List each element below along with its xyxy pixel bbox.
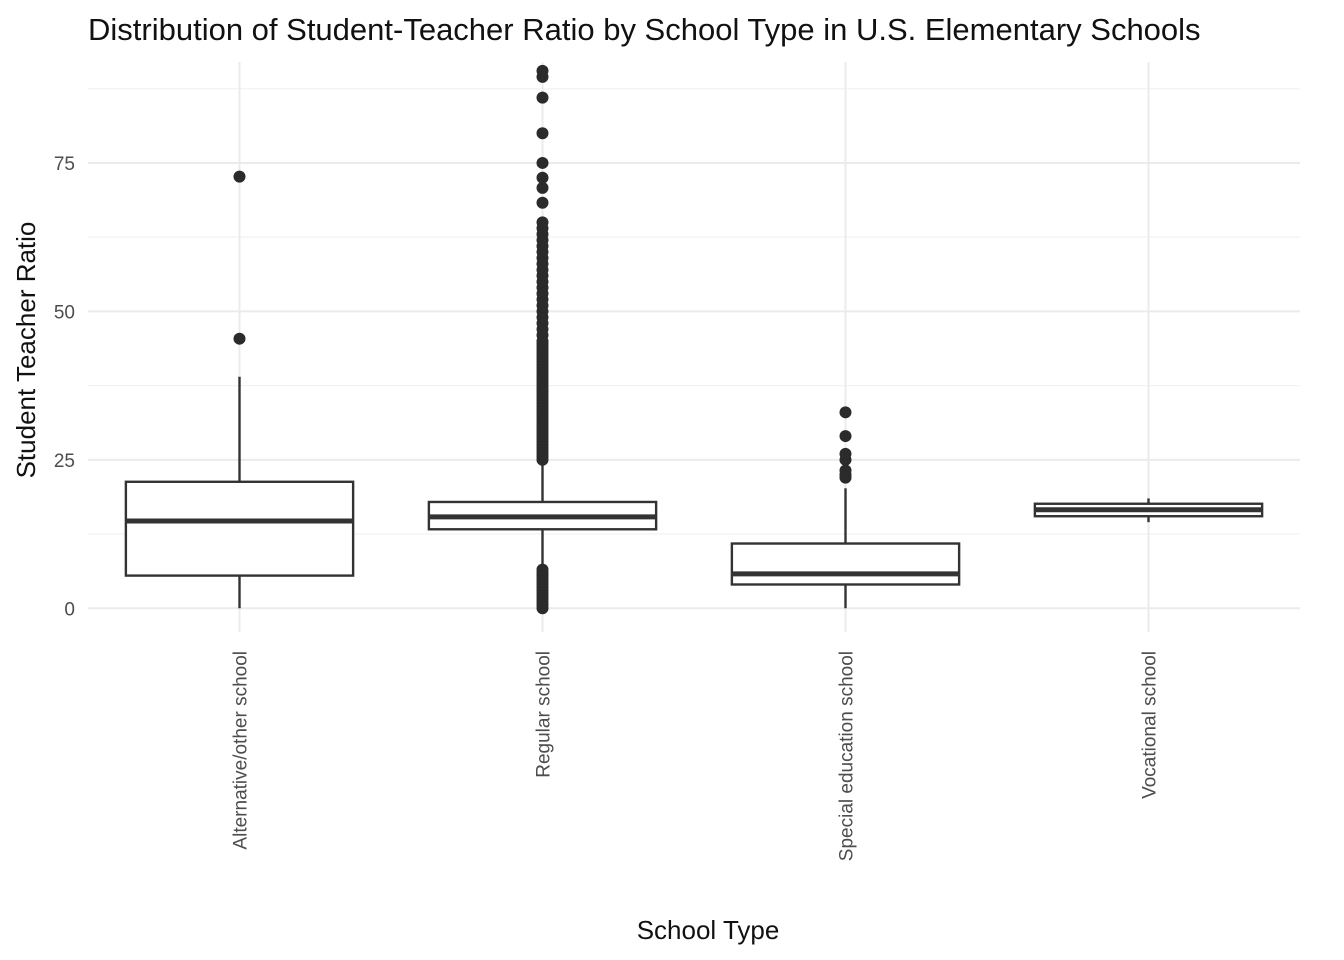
y-tick-label: 0	[64, 599, 75, 620]
outlier-point	[536, 196, 549, 209]
box-1	[124, 170, 355, 609]
box-iqr	[124, 480, 355, 577]
gridlines	[88, 62, 1300, 632]
outlier-point	[536, 156, 549, 169]
outlier-point	[536, 171, 549, 184]
x-tick-label: Alternative/other school	[231, 651, 252, 850]
outlier-point	[536, 181, 549, 194]
chart-title: Distribution of Student-Teacher Ratio by…	[88, 12, 1201, 47]
outlier-point	[839, 464, 852, 477]
outlier-point	[233, 332, 246, 345]
x-axis-title: School Type	[637, 915, 780, 945]
boxes	[124, 64, 1264, 615]
y-axis-ticks: 0 25 50 75	[54, 154, 75, 620]
outlier-point	[536, 91, 549, 104]
x-tick-label: Special education school	[837, 651, 858, 861]
outlier-point	[839, 447, 852, 460]
x-tick-label: Vocational school	[1140, 651, 1161, 799]
box-4	[1033, 498, 1264, 523]
y-tick-label: 75	[54, 154, 75, 175]
box-2	[427, 64, 658, 615]
y-tick-label: 25	[54, 451, 75, 472]
x-axis-ticks: Alternative/other school Regular school Sp…	[231, 651, 1161, 861]
y-tick-label: 50	[54, 302, 75, 323]
outlier-point	[536, 127, 549, 140]
outlier-point	[536, 563, 549, 576]
x-tick-label: Regular school	[534, 651, 555, 778]
box-3	[730, 406, 961, 609]
outlier-point	[536, 64, 549, 77]
outlier-point	[839, 406, 852, 419]
outlier-point	[839, 430, 852, 443]
outlier-point	[233, 170, 246, 183]
y-axis-title: Student Teacher Ratio	[11, 222, 41, 479]
box-iqr	[730, 542, 961, 586]
outlier-point	[536, 216, 549, 229]
